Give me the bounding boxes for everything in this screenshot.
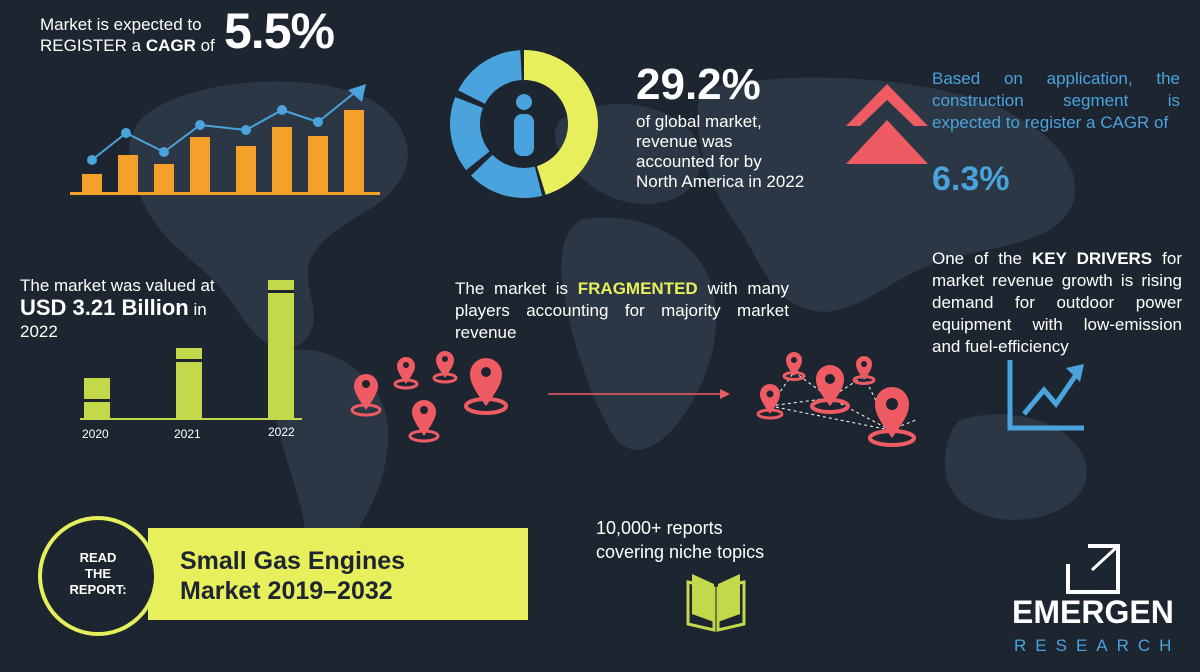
key-drivers-suffix: for market revenue growth is rising dema… bbox=[932, 249, 1182, 356]
donut-segment-other-2 bbox=[450, 96, 490, 171]
growth-bar-chart-icon bbox=[70, 84, 380, 195]
open-book-icon bbox=[686, 574, 746, 632]
logo-name: EMERGEN bbox=[1012, 594, 1174, 630]
cagr-value: 5.5% bbox=[224, 3, 335, 59]
banner-title-line1: Small Gas Engines bbox=[180, 547, 406, 575]
fragmented-text: The market is FRAGMENTED with many playe… bbox=[455, 278, 789, 344]
north-america-share-text: of global market, revenue was accounted … bbox=[636, 112, 805, 191]
read-label-line1: READ bbox=[79, 550, 117, 565]
cagr-intro-suffix: of bbox=[195, 36, 215, 55]
reports-count-text: 10,000+ reports covering niche topics bbox=[596, 516, 816, 564]
donut-segment-other-3 bbox=[458, 50, 522, 104]
year-label-2022: 2022 bbox=[268, 425, 295, 439]
scattered-pins-icon bbox=[350, 351, 508, 443]
read-report-circle[interactable]: READ THE REPORT: bbox=[38, 516, 158, 636]
cagr-intro: Market is expected to REGISTER a CAGR of bbox=[40, 14, 230, 56]
cagr-intro-bold: CAGR bbox=[145, 36, 196, 55]
north-america-share-donut bbox=[450, 50, 598, 198]
read-label-line3: REPORT: bbox=[69, 582, 127, 597]
cagr-intro-prefix: REGISTER a bbox=[40, 36, 146, 55]
read-label-line2: THE bbox=[85, 566, 111, 581]
read-report-label: READ THE REPORT: bbox=[42, 550, 154, 598]
banner-bar bbox=[148, 528, 528, 620]
north-america-share-value: 29.2% bbox=[636, 60, 761, 109]
donut-segment-other-1 bbox=[470, 154, 543, 198]
banner-title-line2: Market 2019–2032 bbox=[180, 577, 393, 605]
year-label-2021: 2021 bbox=[174, 427, 201, 441]
market-value-prefix: The market was valued at bbox=[20, 276, 215, 295]
reports-line1: 10,000+ reports bbox=[596, 518, 723, 538]
growth-trend-icon bbox=[1007, 360, 1084, 431]
connected-pins-icon bbox=[756, 352, 917, 447]
market-value-bars-icon bbox=[80, 280, 302, 420]
key-drivers-prefix: One of the bbox=[932, 249, 1032, 268]
person-icon bbox=[514, 94, 534, 156]
market-value-amount: USD 3.21 Billion bbox=[20, 295, 189, 320]
fragmented-suffix: with many players accounting for majorit… bbox=[455, 279, 790, 342]
market-value-in: in bbox=[188, 300, 207, 319]
application-cagr-value: 6.3% bbox=[932, 160, 1010, 198]
key-drivers-text: One of the KEY DRIVERS for market revenu… bbox=[932, 248, 1182, 358]
market-value-text: The market was valued at USD 3.21 Billio… bbox=[20, 275, 230, 343]
donut-segment-north-america bbox=[524, 50, 598, 195]
reports-line2: covering niche topics bbox=[596, 542, 765, 562]
year-label-2020: 2020 bbox=[82, 427, 109, 441]
read-report-banner[interactable]: Small Gas Engines Market 2019–2032 READ … bbox=[38, 516, 528, 636]
logo-subtitle: RESEARCH bbox=[1014, 636, 1181, 655]
market-value-year: 2022 bbox=[20, 322, 58, 341]
double-chevron-up-icon bbox=[846, 84, 928, 164]
right-arrow-icon bbox=[548, 389, 730, 399]
fragmented-prefix: The market is bbox=[455, 279, 578, 298]
banner-title: Small Gas Engines Market 2019–2032 bbox=[180, 546, 405, 606]
cagr-intro-line1: Market is expected to bbox=[40, 15, 202, 34]
emergen-logo-mark bbox=[1066, 544, 1120, 594]
application-text: Based on application, the construction s… bbox=[932, 69, 1180, 132]
key-drivers-bold: KEY DRIVERS bbox=[1031, 249, 1153, 268]
fragmented-bold: FRAGMENTED bbox=[577, 279, 698, 298]
